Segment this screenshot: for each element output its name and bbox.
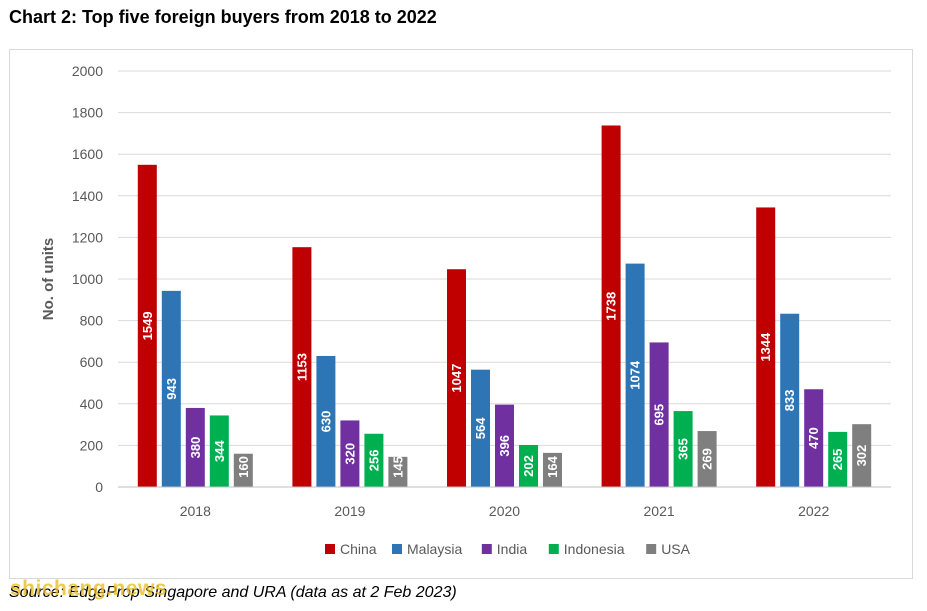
bar-china-2021 (601, 125, 621, 487)
y-tick-label: 200 (80, 437, 104, 453)
data-labels: 1549 943 380 344 160 1153 630 320 256 145 1047 564 3… (140, 292, 869, 478)
y-tick-label: 800 (80, 313, 104, 329)
data-label: 164 (545, 455, 560, 477)
bar-china-2022 (756, 207, 776, 487)
bar-indonesia-2018 (209, 415, 229, 487)
x-tick-label: 2019 (334, 503, 365, 519)
axes: 0 200 400 600 800 1000 1200 1400 1600 1800 2000 No.… (40, 63, 891, 519)
data-label: 1153 (294, 353, 309, 381)
x-tick-label: 2021 (644, 503, 675, 519)
bar-india-2022 (804, 389, 824, 487)
bar-india-2018 (185, 407, 205, 487)
y-axis-title: No. of units (40, 238, 57, 321)
x-tick-label: 2022 (798, 503, 829, 519)
data-label: 695 (652, 404, 667, 426)
data-label: 630 (318, 411, 333, 433)
y-tick-label: 1000 (72, 271, 103, 287)
legend-swatch-indonesia (548, 544, 559, 554)
y-tick-label: 1800 (72, 105, 103, 121)
bar-china-2019 (292, 247, 312, 487)
legend-label-malaysia: Malaysia (407, 541, 462, 557)
data-label: 256 (366, 450, 381, 472)
bar-usa-2018 (233, 453, 253, 487)
watermark: shichang.news (10, 577, 168, 600)
legend-swatch-india (481, 544, 492, 554)
data-label: 1344 (758, 332, 773, 362)
y-tick-label: 400 (80, 396, 104, 412)
y-tick-label: 0 (95, 479, 103, 495)
bar-indonesia-2022 (828, 431, 848, 487)
data-label: 470 (806, 427, 821, 449)
data-label: 1047 (449, 364, 464, 393)
legend-label-china: China (340, 541, 377, 557)
data-label: 564 (473, 417, 488, 439)
legend: China Malaysia India Indonesia USA (325, 541, 691, 557)
data-label: 1738 (604, 292, 619, 321)
data-label: 320 (342, 443, 357, 465)
data-label: 396 (497, 435, 512, 457)
bar-indonesia-2019 (364, 433, 384, 487)
data-label: 1074 (628, 360, 643, 390)
data-label: 344 (212, 440, 227, 462)
data-label: 833 (782, 390, 797, 412)
legend-label-india: India (497, 541, 528, 557)
bars (137, 125, 872, 488)
bar-china-2020 (447, 269, 466, 487)
data-label: 202 (521, 455, 536, 477)
bar-malaysia-2020 (471, 369, 490, 487)
legend-swatch-usa (646, 544, 657, 554)
bar-malaysia-2022 (780, 313, 800, 487)
x-tick-label: 2020 (489, 503, 520, 519)
data-label: 302 (854, 445, 869, 467)
data-label: 160 (236, 456, 251, 478)
bar-usa-2022 (852, 424, 872, 487)
bar-indonesia-2020 (519, 444, 538, 487)
data-label: 943 (164, 378, 179, 400)
legend-label-indonesia: Indonesia (564, 541, 625, 557)
bar-malaysia-2021 (625, 263, 645, 487)
data-label: 265 (830, 449, 845, 471)
data-label: 365 (676, 438, 691, 460)
data-label: 269 (700, 448, 715, 470)
legend-swatch-malaysia (392, 544, 402, 554)
data-label: 145 (390, 456, 405, 478)
y-tick-label: 1200 (72, 229, 103, 245)
bar-china-2018 (137, 164, 157, 488)
bar-india-2020 (495, 404, 514, 487)
legend-swatch-china (325, 544, 335, 554)
bar-usa-2019 (388, 456, 408, 487)
legend-label-usa: USA (661, 541, 690, 557)
bar-usa-2021 (697, 431, 717, 487)
y-tick-label: 1600 (72, 146, 103, 162)
bar-usa-2020 (543, 452, 562, 487)
y-tick-label: 600 (80, 354, 104, 370)
page-title: Chart 2: Top five foreign buyers from 20… (9, 7, 437, 27)
bar-malaysia-2019 (316, 355, 336, 487)
bar-malaysia-2018 (161, 290, 181, 487)
bar-india-2019 (340, 420, 360, 487)
data-label: 380 (188, 437, 203, 459)
y-tick-label: 1400 (72, 188, 103, 204)
source-note: Source: EdgeProp Singapore and URA (data… (9, 584, 457, 601)
bar-india-2021 (649, 342, 669, 487)
data-label: 1549 (140, 311, 155, 340)
x-tick-label: 2018 (180, 503, 211, 519)
bar-indonesia-2021 (673, 411, 693, 487)
y-tick-label: 2000 (72, 63, 103, 79)
